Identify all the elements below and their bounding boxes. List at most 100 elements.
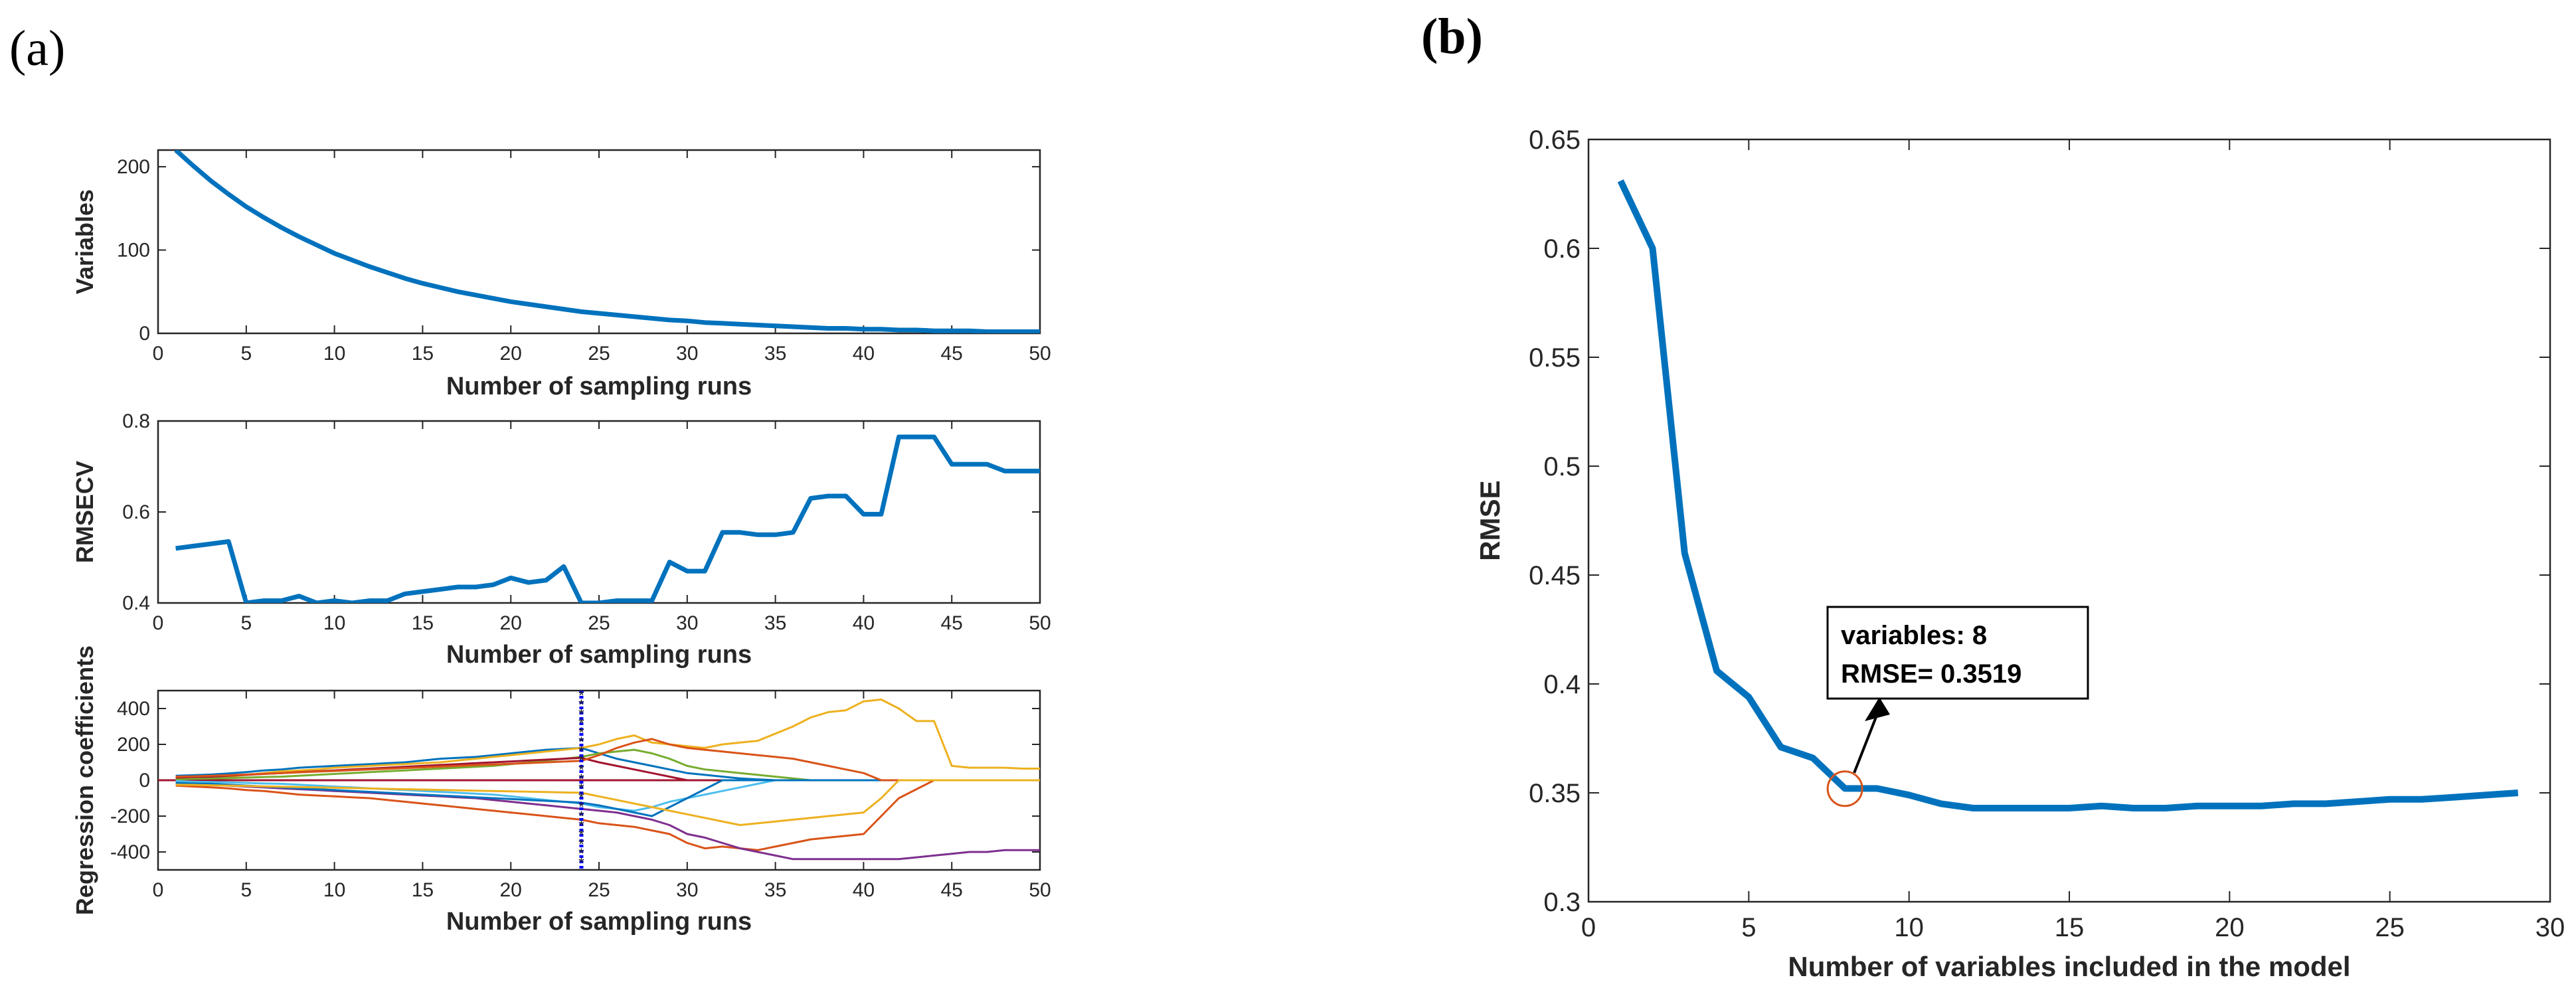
x-tick-label: 10 (1894, 913, 1924, 942)
optimal-run-marker: * (578, 687, 584, 704)
y-axis-label: Variables (71, 189, 98, 294)
optimal-run-marker: * (578, 734, 584, 750)
x-axis-label: Number of sampling runs (446, 641, 752, 669)
x-tick-label: 35 (764, 879, 786, 901)
x-tick-label: 25 (2375, 913, 2405, 942)
axes-box (157, 149, 1041, 335)
data-line (175, 434, 1040, 603)
y-tick-label: 0.45 (1529, 561, 1581, 590)
highlight-circle (1826, 770, 1863, 807)
x-tick-label: 10 (323, 612, 345, 634)
x-tick-label: 5 (1741, 913, 1756, 942)
x-tick-label: 30 (2535, 913, 2565, 942)
x-tick-label: 35 (764, 612, 786, 634)
y-tick-label: 0 (139, 770, 150, 792)
optimal-run-marker: * (578, 715, 584, 732)
chart-regression-coefficients: 0 5 10 15 20 25 30 35 40 45 50 -400 -200 0 200 400 Numbe… (71, 645, 1051, 936)
y-tick-label: 0.4 (1543, 670, 1581, 699)
y-tick-label: 0.4 (122, 592, 150, 614)
y-tick-label: 100 (117, 240, 150, 262)
y-tick-label: 0.6 (1543, 234, 1581, 264)
optimal-run-marker: * (578, 780, 584, 797)
data-line (174, 150, 1040, 333)
optimal-run-marker: * (578, 762, 584, 778)
x-tick-label: 20 (2215, 913, 2245, 942)
optimal-run-marker: * (578, 752, 584, 769)
axes-box (1587, 138, 2551, 903)
x-tick-label: 30 (676, 879, 698, 901)
x-tick-label: 15 (2055, 913, 2085, 942)
optimal-run-marker: * (578, 799, 584, 815)
y-tick-label: -400 (110, 841, 150, 863)
x-axis-label: Number of sampling runs (446, 373, 752, 400)
plot-area (175, 434, 1040, 603)
y-tick-label: 0.6 (122, 501, 150, 523)
chart-variables: 0 5 10 15 20 25 30 35 40 45 50 0 100 200 Number of sam… (71, 149, 1051, 400)
x-tick-label: 20 (500, 612, 522, 634)
chart-rmsecv: 0 5 10 15 20 25 30 35 40 45 50 0.4 0.6 0.8 Number of s… (71, 410, 1051, 669)
x-tick-label: 50 (1029, 879, 1051, 901)
optimal-run-marker: * (578, 743, 584, 760)
y-tick-label: 200 (117, 734, 150, 756)
x-tick-label: 0 (1581, 913, 1596, 942)
y-axis-label: Regression coefficients (71, 645, 98, 915)
annotation-box (1826, 606, 2089, 700)
x-tick-label: 5 (240, 343, 252, 365)
x-tick-label: 45 (941, 612, 963, 634)
annotation-arrow-head (1865, 697, 1890, 721)
optimal-run-marker: * (578, 724, 584, 741)
x-tick-label: 30 (676, 612, 698, 634)
optimal-run-marker: * (578, 706, 584, 722)
x-tick-label: 20 (500, 343, 522, 365)
x-tick-label: 25 (588, 879, 610, 901)
x-tick-label: 40 (853, 879, 875, 901)
y-tick-label: 0.35 (1529, 779, 1581, 808)
x-tick-label: 15 (412, 343, 434, 365)
data-line (1617, 179, 2519, 811)
series-line-c2 (175, 779, 1040, 851)
x-axis-label: Number of variables included in the mode… (1788, 951, 2350, 982)
x-tick-label: 30 (676, 343, 698, 365)
optimal-run-marker: * (578, 790, 584, 806)
plot-area (174, 150, 1040, 333)
panel-label-b: (b) (1421, 9, 1483, 64)
optimal-run-marker: * (578, 855, 584, 871)
x-tick-label: 40 (853, 343, 875, 365)
optimal-run-marker: * (578, 771, 584, 788)
plot-area (1617, 179, 2519, 811)
x-tick-label: 50 (1029, 612, 1051, 634)
x-tick-label: 50 (1029, 343, 1051, 365)
y-tick-label: 200 (117, 156, 150, 178)
optimal-run-marker: * (578, 808, 584, 825)
x-tick-label: 0 (153, 879, 164, 901)
chart-rmse: 0 5 10 15 20 25 30 0.3 0.35 0.4 0.45 0.5 0.55 0.6 0.65… (1474, 126, 2565, 982)
y-tick-label: 0.55 (1529, 343, 1581, 373)
x-tick-label: 25 (588, 343, 610, 365)
y-tick-label: 400 (117, 698, 150, 720)
series-line-c10 (175, 779, 1040, 826)
x-tick-label: 40 (853, 612, 875, 634)
y-tick-label: 0.3 (1543, 888, 1581, 917)
x-tick-label: 5 (240, 879, 252, 901)
x-tick-label: 15 (412, 612, 434, 634)
x-tick-label: 15 (412, 879, 434, 901)
x-tick-label: 45 (941, 879, 963, 901)
y-tick-label: 0.65 (1529, 126, 1581, 155)
optimal-run-marker: * (578, 697, 584, 713)
x-axis-label: Number of sampling runs (446, 908, 752, 936)
x-tick-label: 20 (500, 879, 522, 901)
x-tick-label: 45 (941, 343, 963, 365)
y-axis-label: RMSE (1474, 480, 1505, 560)
y-tick-label: 0.8 (122, 410, 150, 432)
optimal-run-marker: * (578, 827, 584, 843)
annotation-line-2: RMSE= 0.3519 (1841, 659, 2021, 689)
axes-box (157, 420, 1041, 604)
x-tick-label: 0 (153, 612, 164, 634)
panel-label-a: (a) (9, 21, 65, 76)
series-line-c3 (175, 699, 1040, 780)
annotation-line-1: variables: 8 (1841, 621, 1987, 650)
x-tick-label: 0 (153, 343, 164, 365)
optimal-run-marker: * (578, 836, 584, 853)
plot-area: ******************* (158, 687, 1040, 871)
x-tick-label: 10 (323, 343, 345, 365)
